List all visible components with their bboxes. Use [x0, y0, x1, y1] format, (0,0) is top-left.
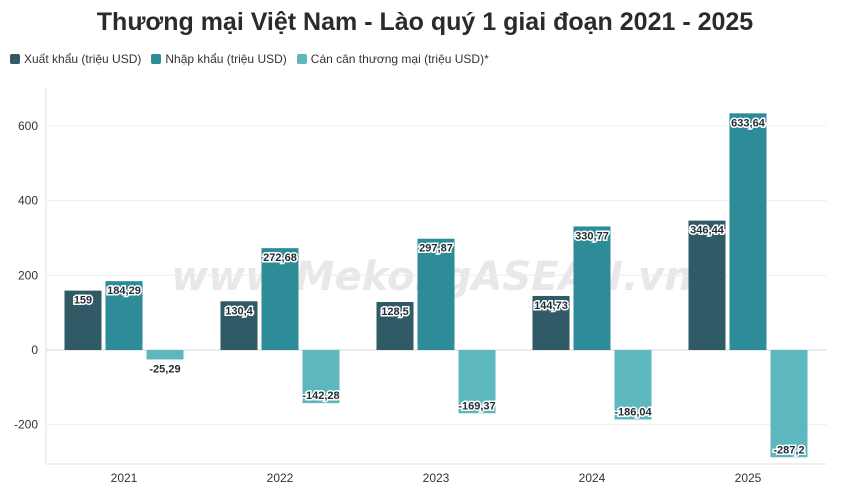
- bar: [105, 281, 143, 350]
- legend-label-import: Nhập khẩu (triệu USD): [165, 52, 287, 66]
- legend-label-balance: Cán cân thương mại (triệu USD)*: [310, 52, 489, 66]
- x-tick-label: 2021: [111, 471, 138, 485]
- data-label: 144,73: [534, 300, 568, 312]
- bar: [261, 248, 299, 350]
- legend: Xuất khẩu (triệu USD) Nhập khẩu (triệu U…: [10, 52, 499, 66]
- x-tick-label: 2023: [423, 471, 450, 485]
- bar: [220, 301, 258, 350]
- bar: [573, 226, 611, 350]
- bar: [458, 350, 496, 414]
- y-tick-label: -200: [14, 418, 38, 432]
- bar: [302, 350, 340, 404]
- data-label: -169,37: [458, 400, 495, 412]
- legend-swatch-balance: [296, 54, 307, 64]
- bar: [64, 290, 102, 350]
- data-label: -287,2: [773, 444, 804, 456]
- y-tick-label: 400: [18, 194, 38, 208]
- data-label: 346,44: [690, 225, 725, 237]
- x-tick-label: 2024: [579, 471, 606, 485]
- bar: [688, 220, 726, 350]
- bar: [614, 350, 652, 420]
- bar: [532, 295, 570, 350]
- data-label: 130,4: [225, 305, 253, 317]
- legend-item-import: Nhập khẩu (triệu USD): [151, 52, 287, 66]
- data-label: -25,29: [149, 363, 180, 375]
- data-label: 159: [74, 295, 92, 307]
- chart-title: Thương mại Việt Nam - Lào quý 1 giai đoạ…: [96, 8, 754, 36]
- data-label: 184,29: [107, 285, 141, 297]
- legend-item-balance: Cán cân thương mại (triệu USD)*: [296, 52, 489, 66]
- y-tick-label: 0: [31, 343, 38, 357]
- data-label: 272,68: [263, 252, 297, 264]
- bar: [417, 238, 455, 350]
- bar: [770, 350, 808, 458]
- legend-swatch-import: [151, 54, 162, 64]
- y-tick-label: 600: [18, 119, 38, 133]
- legend-item-export: Xuất khẩu (triệu USD): [10, 52, 141, 66]
- data-label: -186,04: [614, 406, 652, 418]
- x-tick-label: 2025: [735, 471, 762, 485]
- data-label: 330,77: [575, 230, 609, 242]
- data-label: 297,87: [419, 243, 453, 255]
- bar: [146, 350, 184, 360]
- x-tick-label: 2022: [267, 471, 294, 485]
- bar: [729, 113, 767, 351]
- legend-swatch-export: [10, 54, 20, 64]
- data-label: -142,28: [302, 390, 339, 402]
- bar: [376, 302, 414, 350]
- data-label: 128,5: [381, 306, 409, 318]
- legend-label-export: Xuất khẩu (triệu USD): [24, 52, 142, 66]
- y-tick-label: 200: [18, 268, 38, 282]
- data-label: 633,64: [731, 117, 766, 129]
